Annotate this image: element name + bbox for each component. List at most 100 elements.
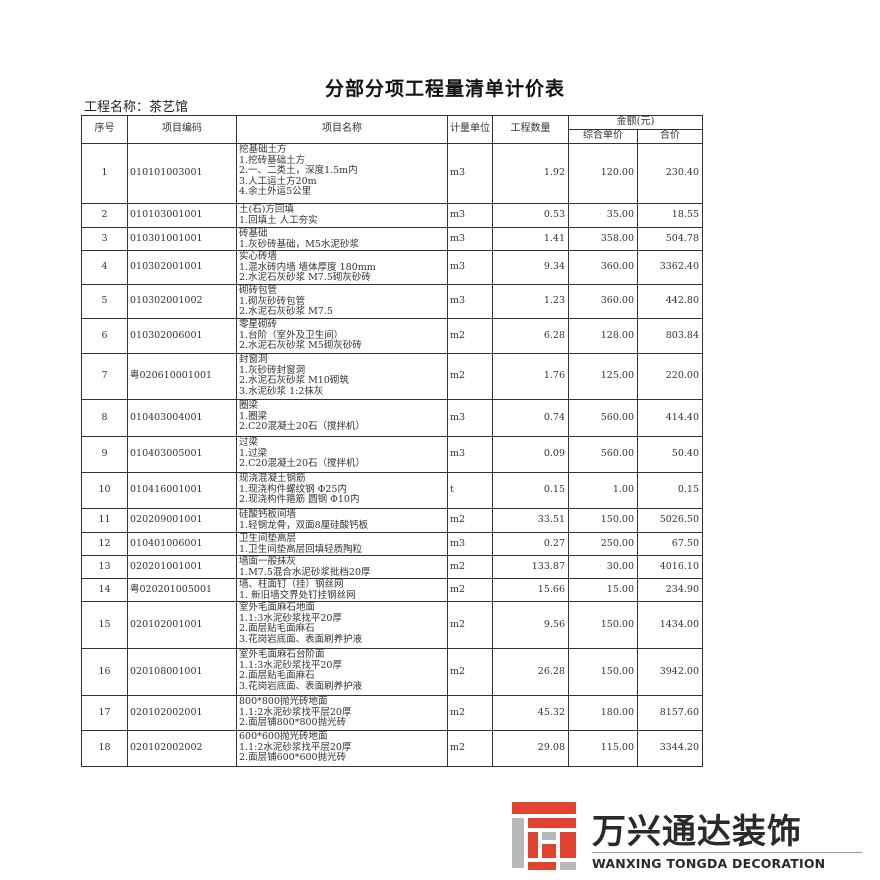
row-total: 442.80	[637, 284, 703, 319]
row-name: 室外毛面麻石地面 1.1:3水泥砂浆找平20厚 2.面层贴毛面麻石 3.花岗岩底面、表…	[236, 601, 448, 649]
logo-name-cn: 万兴通达装饰	[592, 812, 802, 852]
row-unit: m3	[447, 250, 493, 285]
row-unit-price: 35.00	[568, 203, 638, 228]
row-name-line: 2.水泥石灰砂浆 M10砌筑	[239, 375, 349, 386]
table-row: 8 010403004001 圈梁 1.圈梁 2.C20混凝土20石（搅拌机） m3 0.7…	[81, 399, 703, 437]
row-name-line: 1.1:3水泥砂浆找平20厚	[239, 612, 342, 624]
row-name-line: 1.挖砖基础土方	[239, 154, 306, 166]
row-seq: 9	[81, 436, 128, 473]
table-row: 18 020102002002 600*600抛光砖地面 1.1:2水泥砂浆找平层20…	[81, 730, 703, 767]
row-total: 230.40	[637, 143, 703, 204]
row-seq: 12	[81, 532, 128, 556]
row-code: 010401006001	[127, 532, 237, 556]
row-unit: m2	[447, 601, 493, 649]
row-seq: 7	[81, 353, 128, 400]
row-name-line: 3.水泥砂浆 1:2抹灰	[239, 385, 324, 397]
row-code: 020209001001	[127, 508, 237, 533]
row-unit-price: 560.00	[568, 436, 638, 473]
row-name-line: 土(石)方回填	[239, 204, 294, 215]
row-qty: 0.15	[492, 472, 569, 509]
row-total: 220.00	[637, 353, 703, 400]
row-name-line: 1.灰砂砖封窗洞	[239, 364, 306, 376]
row-qty: 0.74	[492, 399, 569, 437]
row-seq: 13	[81, 555, 128, 579]
row-name: 800*800抛光砖地面 1.1:2水泥砂浆找平层20厚 2.面层铺800*800抛…	[236, 695, 448, 731]
header-seq: 序号	[81, 115, 128, 144]
row-qty: 1.76	[492, 353, 569, 400]
row-name-line: 1.M7.5混合水泥砂浆批档20厚	[239, 566, 371, 578]
header-unit: 计量单位	[447, 115, 493, 144]
row-name-line: 1.1:2水泥砂浆找平层20厚	[239, 706, 352, 718]
row-seq: 2	[81, 203, 128, 228]
row-name-line: 封窗洞	[239, 354, 268, 365]
row-name: 圈梁 1.圈梁 2.C20混凝土20石（搅拌机）	[236, 399, 448, 437]
row-unit-price: 358.00	[568, 227, 638, 251]
row-total: 18.55	[637, 203, 703, 228]
row-unit: m2	[447, 555, 493, 579]
logo-divider	[592, 852, 862, 853]
row-qty: 6.28	[492, 318, 569, 354]
row-code: 010403005001	[127, 436, 237, 473]
row-name-line: 1.1:2水泥砂浆找平层20厚	[239, 741, 352, 753]
row-name: 零星砌砖 1.台阶（室外及卫生间） 2.水泥石灰砂浆 M5砌灰砂砖	[236, 318, 448, 354]
row-seq: 18	[81, 730, 128, 767]
row-code: 020102001001	[127, 601, 237, 649]
row-unit-price: 150.00	[568, 601, 638, 649]
row-name-line: 600*600抛光砖地面	[239, 731, 328, 742]
row-code: 010403004001	[127, 399, 237, 437]
row-name: 挖基础土方 1.挖砖基础土方 2.一、二类土，深度1.5m内 3.人工运土方20m 4.…	[236, 143, 448, 204]
row-code: 020201001001	[127, 555, 237, 579]
row-seq: 5	[81, 284, 128, 319]
row-name-line: 4.余土外运5公里	[239, 186, 312, 197]
row-unit: m2	[447, 648, 493, 696]
row-unit: m2	[447, 730, 493, 767]
row-unit: m3	[447, 284, 493, 319]
row-name: 卫生间垫高层 1.卫生间垫高层回填轻质陶粒	[236, 532, 448, 556]
row-name: 墙、柱面钉（挂）钢丝网 1. 新旧墙交界处钉挂钢丝网	[236, 578, 448, 602]
row-name-line: 2.水泥石灰砂浆 M5砌灰砂砖	[239, 340, 362, 351]
row-qty: 1.41	[492, 227, 569, 251]
row-unit-price: 360.00	[568, 250, 638, 285]
table-row: 13 020201001001 墙面一般抹灰 1.M7.5混合水泥砂浆批档20厚 m2 1…	[81, 555, 703, 579]
row-name-line: 1.灰砂砖基础，M5水泥砂浆	[239, 238, 359, 250]
row-name-line: 3.人工运土方20m	[239, 175, 317, 187]
row-unit: m3	[447, 399, 493, 437]
row-seq: 11	[81, 508, 128, 533]
row-unit-price: 360.00	[568, 284, 638, 319]
row-code: 020102002002	[127, 730, 237, 767]
table-row: 5 010302001002 砌砖包管 1.砌灰砂砖包管 2.水泥石灰砂浆 M7.5 m3…	[81, 284, 703, 319]
row-qty: 9.56	[492, 601, 569, 649]
row-unit-price: 1.00	[568, 472, 638, 509]
row-unit-price: 250.00	[568, 532, 638, 556]
row-qty: 29.08	[492, 730, 569, 767]
row-name-line: 1.轻钢龙骨，双面8厘硅酸钙板	[239, 519, 369, 531]
row-unit-price: 115.00	[568, 730, 638, 767]
row-name-line: 2.C20混凝土20石（搅拌机）	[239, 421, 366, 432]
row-code: 010416001001	[127, 472, 237, 509]
row-qty: 0.53	[492, 203, 569, 228]
row-total: 0.15	[637, 472, 703, 509]
row-seq: 8	[81, 399, 128, 437]
row-name: 砌砖包管 1.砌灰砂砖包管 2.水泥石灰砂浆 M7.5	[236, 284, 448, 319]
row-name: 实心砖墙 1.混水砖内墙 墙体厚度 180mm 2.水泥石灰砂浆 M7.5砌灰砂砖	[236, 250, 448, 285]
row-qty: 45.32	[492, 695, 569, 731]
row-name-line: 1. 新旧墙交界处钉挂钢丝网	[239, 589, 356, 601]
row-unit: m3	[447, 203, 493, 228]
company-logo: 万兴通达装饰 WANXING TONGDA DECORATION	[512, 800, 862, 875]
row-name-line: 2.水泥石灰砂浆 M7.5砌灰砂砖	[239, 272, 371, 283]
row-seq: 10	[81, 472, 128, 509]
row-unit: m2	[447, 578, 493, 602]
row-name-line: 室外毛面麻石地面	[239, 602, 316, 613]
row-name-line: 室外毛面麻石台阶面	[239, 649, 325, 660]
row-total: 4016.10	[637, 555, 703, 579]
row-unit-price: 120.00	[568, 143, 638, 204]
row-name-line: 800*800抛光砖地面	[239, 696, 328, 707]
row-name: 砖基础 1.灰砂砖基础，M5水泥砂浆	[236, 227, 448, 251]
row-total: 504.78	[637, 227, 703, 251]
table-row: 3 010301001001 砖基础 1.灰砂砖基础，M5水泥砂浆 m3 1.41 358.…	[81, 227, 703, 251]
row-name-line: 1.1:3水泥砂浆找平20厚	[239, 659, 342, 671]
row-unit-price: 150.00	[568, 508, 638, 533]
row-code: 020108001001	[127, 648, 237, 696]
row-code: 020102002001	[127, 695, 237, 731]
row-total: 3942.00	[637, 648, 703, 696]
